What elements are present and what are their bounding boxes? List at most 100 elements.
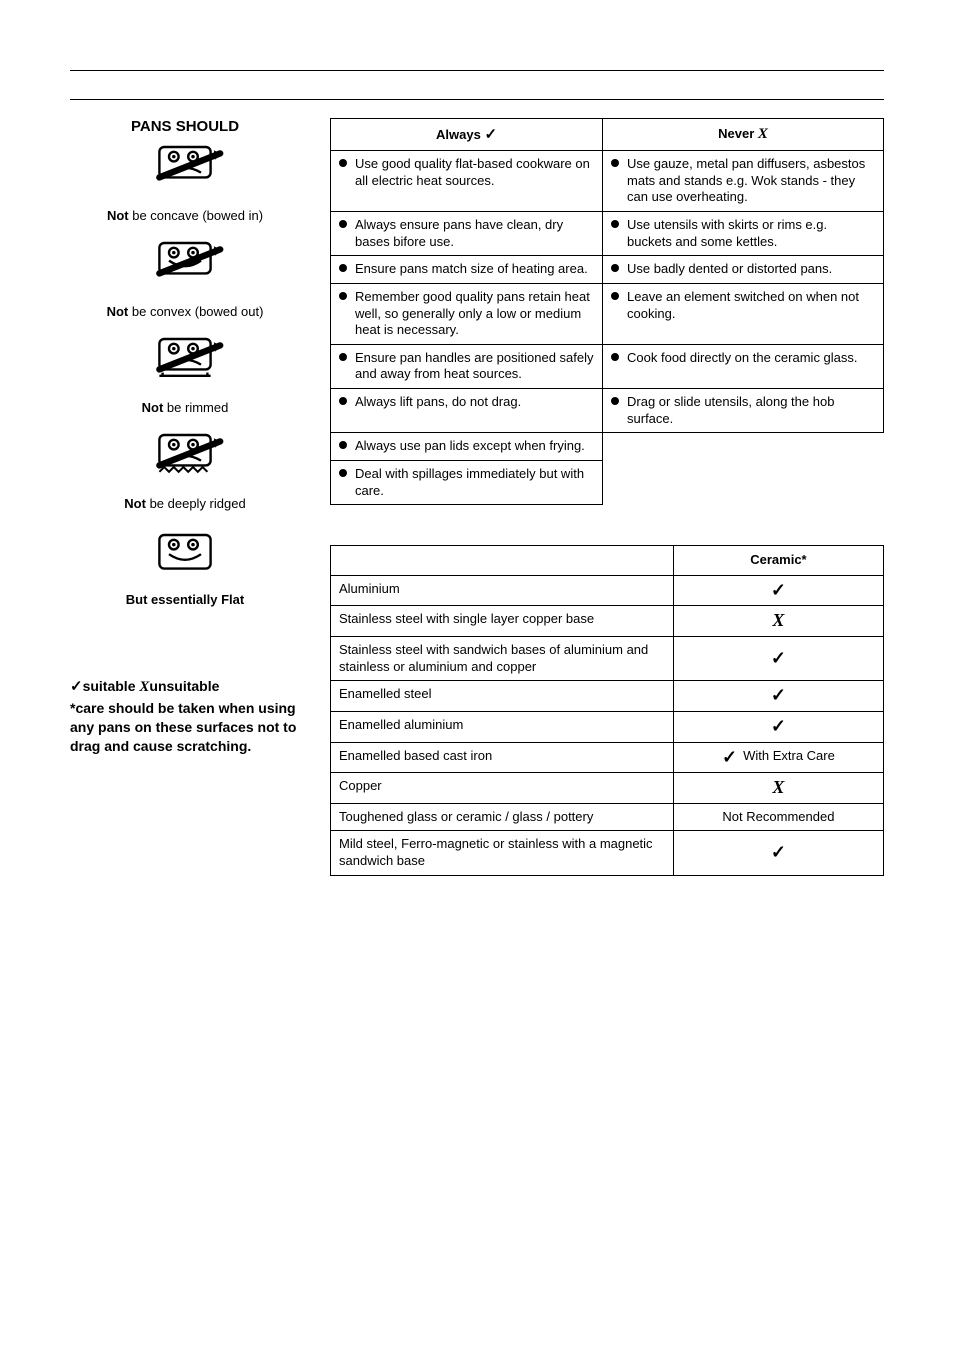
- tips-never-text: Use gauze, metal pan diffusers, asbestos…: [627, 156, 875, 206]
- tips-never-text: Drag or slide utensils, along the hob su…: [627, 394, 875, 427]
- tips-never-cell: Use utensils with skirts or rims e.g. bu…: [603, 212, 884, 256]
- tips-never-cell: Leave an element switched on when not co…: [603, 283, 884, 344]
- tips-always-text: Always ensure pans have clean, dry bases…: [355, 217, 594, 250]
- tips-never-cell: [603, 460, 884, 504]
- tips-always-text: Remember good quality pans retain heat w…: [355, 289, 594, 339]
- tips-never-cell: Use badly dented or distorted pans.: [603, 256, 884, 284]
- bullet-icon: [611, 220, 619, 228]
- pan-convex: Not be convex (bowed out): [70, 237, 300, 319]
- tips-never-text: Use badly dented or distorted pans.: [627, 261, 832, 278]
- bullet-icon: [339, 469, 347, 477]
- check-icon: [771, 843, 786, 861]
- tips-always-text: Ensure pans match size of heating area.: [355, 261, 588, 278]
- pan-rimmed: Not be rimmed: [70, 333, 300, 415]
- pan-ridged-icon: [145, 429, 225, 489]
- pan-concave: Not be concave (bowed in): [70, 141, 300, 223]
- tips-always-text: Always use pan lids except when frying.: [355, 438, 585, 455]
- pans-should-title: PANS SHOULD: [70, 118, 300, 135]
- top-rule: [70, 70, 884, 71]
- check-icon: [771, 581, 786, 599]
- tips-never-text: Cook food directly on the ceramic glass.: [627, 350, 858, 367]
- pan-convex-icon: [145, 237, 225, 297]
- bullet-icon: [611, 159, 619, 167]
- material-value: [673, 773, 883, 804]
- bullet-icon: [339, 441, 347, 449]
- tips-never-cell: Use gauze, metal pan diffusers, asbestos…: [603, 151, 884, 212]
- legend-row1: ✓suitable Xunsuitable: [70, 677, 300, 697]
- material-value: [673, 575, 883, 606]
- bullet-icon: [339, 292, 347, 300]
- material-value: Not Recommended: [673, 803, 883, 831]
- material-name: Enamelled aluminium: [331, 711, 674, 742]
- materials-table: Ceramic* AluminiumStainless steel with s…: [330, 545, 884, 876]
- tips-always-text: Always lift pans, do not drag.: [355, 394, 521, 411]
- pan-rimmed-icon: [145, 333, 225, 393]
- pan-concave-caption: Not be concave (bowed in): [70, 208, 300, 223]
- tips-never-cell: Drag or slide utensils, along the hob su…: [603, 389, 884, 433]
- col-never: Never X: [603, 119, 884, 151]
- tips-always-text: Deal with spillages immediately but with…: [355, 466, 594, 499]
- tips-always-cell: Always ensure pans have clean, dry bases…: [331, 212, 603, 256]
- tips-table: Always ✓ Never X Use good quality flat-b…: [330, 118, 884, 505]
- material-name: Stainless steel with single layer copper…: [331, 606, 674, 637]
- material-name: Mild steel, Ferro-magnetic or stainless …: [331, 831, 674, 875]
- check-icon: [771, 649, 786, 667]
- check-icon: [722, 748, 737, 766]
- tips-always-text: Ensure pan handles are positioned safely…: [355, 350, 594, 383]
- cross-icon: X: [758, 126, 768, 142]
- tips-always-text: Use good quality flat-based cookware on …: [355, 156, 594, 189]
- material-value: [673, 637, 883, 681]
- bullet-icon: [611, 397, 619, 405]
- tips-always-cell: Remember good quality pans retain heat w…: [331, 283, 603, 344]
- bullet-icon: [611, 264, 619, 272]
- tips-never-cell: Cook food directly on the ceramic glass.: [603, 344, 884, 388]
- material-value: [673, 711, 883, 742]
- pan-flat: But essentially Flat: [70, 525, 300, 607]
- tips-always-cell: Use good quality flat-based cookware on …: [331, 151, 603, 212]
- check-icon: ✓: [484, 126, 497, 143]
- material-name: Enamelled based cast iron: [331, 742, 674, 773]
- bullet-icon: [339, 159, 347, 167]
- bullet-icon: [339, 353, 347, 361]
- pan-flat-icon: [145, 525, 225, 585]
- tips-always-cell: Deal with spillages immediately but with…: [331, 460, 603, 504]
- check-icon: ✓: [70, 678, 83, 695]
- bullet-icon: [339, 264, 347, 272]
- material-value: [673, 681, 883, 712]
- check-icon: [771, 717, 786, 735]
- col-ceramic: Ceramic*: [673, 546, 883, 576]
- pan-flat-caption: But essentially Flat: [70, 592, 300, 607]
- material-value-label: With Extra Care: [743, 748, 835, 765]
- legend: ✓suitable Xunsuitable *care should be ta…: [70, 677, 300, 756]
- pan-convex-caption: Not be convex (bowed out): [70, 304, 300, 319]
- bullet-icon: [611, 292, 619, 300]
- bullet-icon: [339, 397, 347, 405]
- legend-unsuitable: unsuitable: [149, 678, 219, 694]
- material-name: Stainless steel with sandwich bases of a…: [331, 637, 674, 681]
- tips-never-text: Leave an element switched on when not co…: [627, 289, 875, 322]
- pan-ridged-caption: Not be deeply ridged: [70, 496, 300, 511]
- cross-icon: X: [139, 679, 149, 695]
- materials-empty-header: [331, 546, 674, 576]
- cross-icon: [772, 611, 784, 629]
- right-column: Always ✓ Never X Use good quality flat-b…: [330, 118, 884, 876]
- second-rule: [70, 99, 884, 100]
- material-value: With Extra Care: [673, 742, 883, 773]
- material-name: Enamelled steel: [331, 681, 674, 712]
- material-name: Copper: [331, 773, 674, 804]
- bullet-icon: [611, 353, 619, 361]
- check-icon: [771, 686, 786, 704]
- material-name: Aluminium: [331, 575, 674, 606]
- cross-icon: [772, 778, 784, 796]
- pan-concave-icon: [145, 141, 225, 201]
- tips-always-cell: Ensure pans match size of heating area.: [331, 256, 603, 284]
- tips-never-text: Use utensils with skirts or rims e.g. bu…: [627, 217, 875, 250]
- tips-always-cell: Always use pan lids except when frying.: [331, 433, 603, 461]
- tips-always-cell: Always lift pans, do not drag.: [331, 389, 603, 433]
- tips-never-cell: [603, 433, 884, 461]
- material-value: [673, 831, 883, 875]
- pan-rimmed-caption: Not be rimmed: [70, 400, 300, 415]
- tips-always-cell: Ensure pan handles are positioned safely…: [331, 344, 603, 388]
- pan-ridged: Not be deeply ridged: [70, 429, 300, 511]
- legend-note: *care should be taken when using any pan…: [70, 699, 300, 756]
